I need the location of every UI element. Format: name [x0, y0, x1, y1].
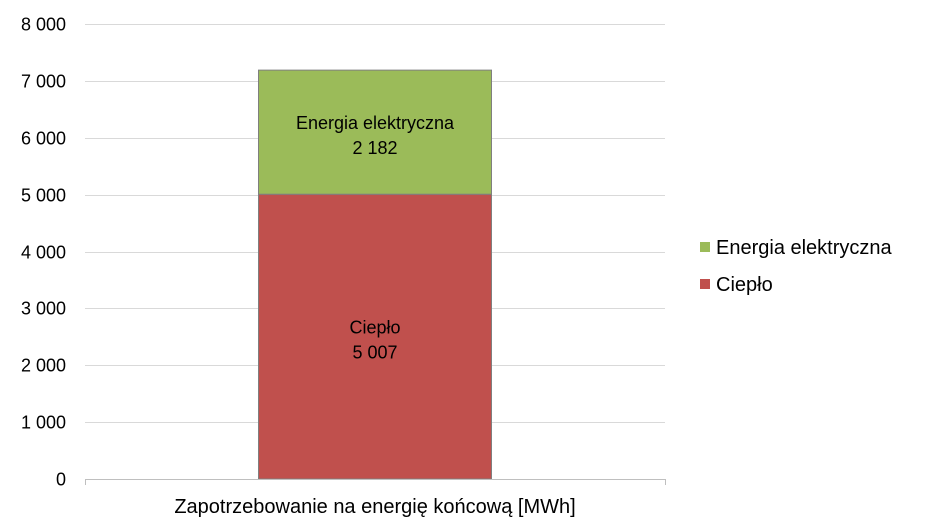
legend-label: Ciepło: [716, 274, 773, 296]
data-label-value: 2 182: [352, 138, 397, 158]
y-tick-label: 2 000: [21, 356, 66, 376]
legend-label: Energia elektryczna: [716, 237, 893, 259]
legend-swatch: [700, 279, 710, 289]
x-category-label: Zapotrzebowanie na energię końcową [MWh]: [174, 496, 575, 518]
bars: [258, 69, 492, 480]
y-tick-label: 7 000: [21, 72, 66, 92]
data-label-series: Energia elektryczna: [296, 113, 455, 133]
y-tick-label: 6 000: [21, 129, 66, 149]
y-axis: 0 1 000 2 000 3 000 4 000 5 000 6 000 7 000 8 00…: [21, 15, 66, 490]
data-label-series: Ciepło: [349, 318, 400, 338]
y-tick-label: 0: [56, 470, 66, 490]
bar-segment: [258, 69, 492, 195]
data-label-value: 5 007: [352, 343, 397, 363]
bar-segment: [258, 193, 492, 480]
legend-swatch: [700, 242, 710, 252]
x-axis: Zapotrzebowanie na energię końcową [MWh]: [85, 479, 666, 518]
y-tick-label: 8 000: [21, 15, 66, 35]
y-tick-label: 3 000: [21, 299, 66, 319]
data-labels: Ciepło 5 007 Energia elektryczna 2 182: [296, 113, 455, 362]
y-tick-label: 1 000: [21, 413, 66, 433]
y-tick-label: 5 000: [21, 186, 66, 206]
legend: Energia elektryczna Ciepło: [700, 237, 893, 296]
y-tick-label: 4 000: [21, 243, 66, 263]
